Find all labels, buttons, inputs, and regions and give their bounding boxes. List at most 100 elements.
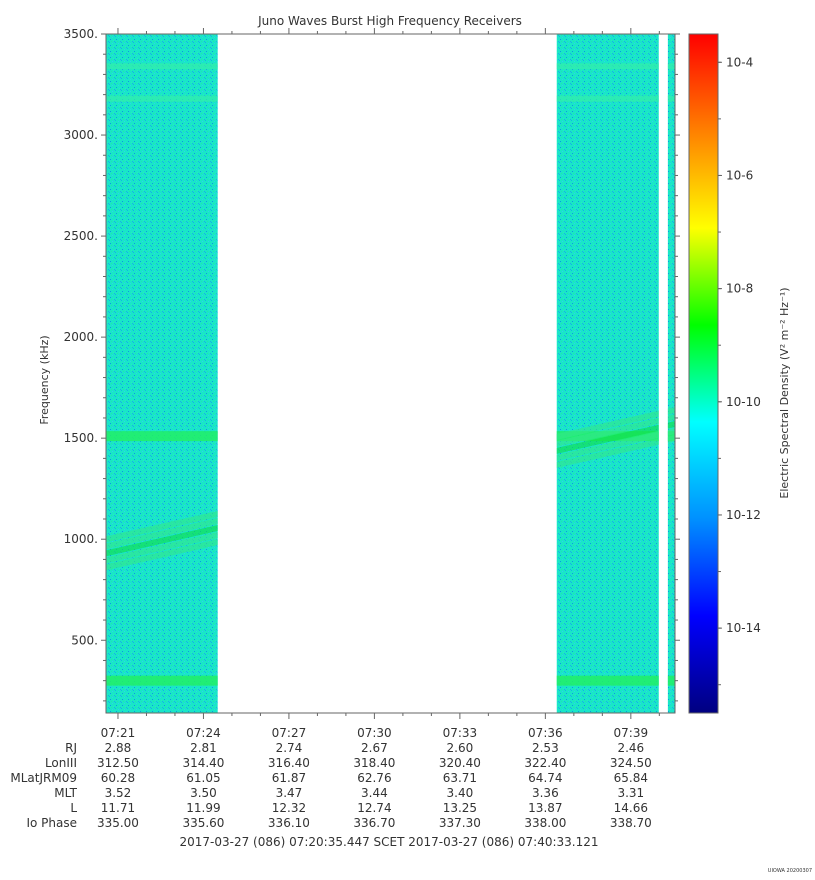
ephemeris-value: 324.50 <box>610 756 652 770</box>
ephemeris-value: 3.50 <box>190 786 217 800</box>
ephemeris-row-label: LonIII <box>45 756 77 770</box>
ephemeris-value: 2.67 <box>361 741 388 755</box>
emission-band-0 <box>106 63 218 70</box>
colorbar-tick-label: 10-10 <box>726 395 761 409</box>
emission-stripe <box>556 438 659 468</box>
emission-stripe <box>667 407 675 415</box>
y-tick-label: 2000. <box>64 330 98 344</box>
ephemeris-value: 11.71 <box>101 801 135 815</box>
plot-frame <box>105 33 676 714</box>
ephemeris-value: 13.25 <box>443 801 477 815</box>
colorbar-tick-label: 10-12 <box>726 508 761 522</box>
ephemeris-value: 2.88 <box>105 741 132 755</box>
ephemeris-value: 3.36 <box>532 786 559 800</box>
x-tick-label: 07:24 <box>186 726 221 740</box>
emission-stripe <box>556 431 659 461</box>
ephemeris-value: 13.87 <box>528 801 562 815</box>
time-range-label: 2017-03-27 (086) 07:20:35.447 SCET 2017-… <box>179 835 598 849</box>
data-segment-3 <box>667 34 675 713</box>
ephemeris-value: 318.40 <box>353 756 395 770</box>
emission-band-1 <box>556 95 659 102</box>
ephemeris-value: 337.30 <box>439 816 481 830</box>
emission-band-1 <box>106 95 218 102</box>
footer-tag: UIOWA 20200307 <box>768 868 812 874</box>
emission-stripe <box>556 410 659 440</box>
ephemeris-value: 335.00 <box>97 816 139 830</box>
emission-stripe <box>556 417 659 447</box>
ephemeris-row-label: MLT <box>54 786 77 800</box>
ephemeris-value: 14.66 <box>614 801 648 815</box>
x-tick-label: 07:30 <box>357 726 392 740</box>
emission-stripe <box>667 421 675 429</box>
ephemeris-value: 3.44 <box>361 786 388 800</box>
ephemeris-value: 338.70 <box>610 816 652 830</box>
ephemeris-value: 64.74 <box>528 771 562 785</box>
ephemeris-value: 3.47 <box>276 786 303 800</box>
ephemeris-value: 316.40 <box>268 756 310 770</box>
ephemeris-value: 12.74 <box>357 801 391 815</box>
emission-band-0 <box>667 63 675 70</box>
x-tick-label: 07:33 <box>443 726 478 740</box>
ephemeris-value: 63.71 <box>443 771 477 785</box>
ephemeris-value: 3.52 <box>105 786 132 800</box>
ephemeris-value: 312.50 <box>97 756 139 770</box>
emission-stripe <box>667 435 675 443</box>
y-tick-label: 3000. <box>64 128 98 142</box>
colorbar <box>688 33 719 714</box>
ephemeris-value: 2.74 <box>276 741 303 755</box>
emission-stripe <box>106 510 218 543</box>
colorbar-label: Electric Spectral Density (V² m⁻² Hz⁻¹) <box>778 287 791 498</box>
ephemeris-value: 60.28 <box>101 771 135 785</box>
ephemeris-value: 2.60 <box>447 741 474 755</box>
data-segment-1 <box>106 34 218 713</box>
emission-stripe <box>106 531 218 564</box>
ephemeris-value: 335.60 <box>182 816 224 830</box>
ephemeris-value: 3.31 <box>617 786 644 800</box>
emission-band-2 <box>106 431 218 442</box>
ephemeris-value: 338.00 <box>524 816 566 830</box>
x-tick-label: 07:39 <box>614 726 649 740</box>
x-tick-label: 07:36 <box>528 726 563 740</box>
x-tick-label: 07:21 <box>101 726 136 740</box>
emission-stripe <box>667 428 675 436</box>
emission-band-3 <box>106 675 218 686</box>
ephemeris-value: 61.87 <box>272 771 306 785</box>
ephemeris-value: 322.40 <box>524 756 566 770</box>
ephemeris-row-label: MLatJRM09 <box>10 771 77 785</box>
ephemeris-value: 61.05 <box>186 771 220 785</box>
ephemeris-value: 320.40 <box>439 756 481 770</box>
y-axis-label: Frequency (kHz) <box>38 335 51 424</box>
ephemeris-value: 336.10 <box>268 816 310 830</box>
emission-stripe <box>556 424 659 454</box>
ephemeris-value: 336.70 <box>353 816 395 830</box>
colorbar-tick-label: 10-4 <box>726 55 753 69</box>
ephemeris-value: 62.76 <box>357 771 391 785</box>
ephemeris-row-label: Io Phase <box>26 816 77 830</box>
ephemeris-row-label: RJ <box>65 741 77 755</box>
emission-stripe <box>106 517 218 550</box>
emission-band-1 <box>667 95 675 102</box>
x-tick-label: 07:27 <box>272 726 307 740</box>
ephemeris-value: 12.32 <box>272 801 306 815</box>
y-tick-label: 3500. <box>64 27 98 41</box>
ephemeris-value: 314.40 <box>182 756 224 770</box>
emission-stripe <box>667 414 675 422</box>
y-tick-label: 1500. <box>64 431 98 445</box>
data-segment-2 <box>556 34 659 713</box>
chart-title: Juno Waves Burst High Frequency Receiver… <box>257 14 522 28</box>
y-tick-label: 500. <box>71 633 98 647</box>
ephemeris-value: 11.99 <box>186 801 220 815</box>
ephemeris-value: 2.81 <box>190 741 217 755</box>
y-tick-label: 2500. <box>64 229 98 243</box>
colorbar-tick-label: 10-8 <box>726 282 753 296</box>
ephemeris-value: 65.84 <box>614 771 648 785</box>
ephemeris-value: 2.53 <box>532 741 559 755</box>
emission-band-3 <box>556 675 659 686</box>
colorbar-tick-label: 10-6 <box>726 168 753 182</box>
emission-band-3 <box>667 675 675 686</box>
y-tick-label: 1000. <box>64 532 98 546</box>
emission-stripe <box>106 524 218 557</box>
emission-stripe <box>106 538 218 571</box>
ephemeris-value: 3.40 <box>447 786 474 800</box>
